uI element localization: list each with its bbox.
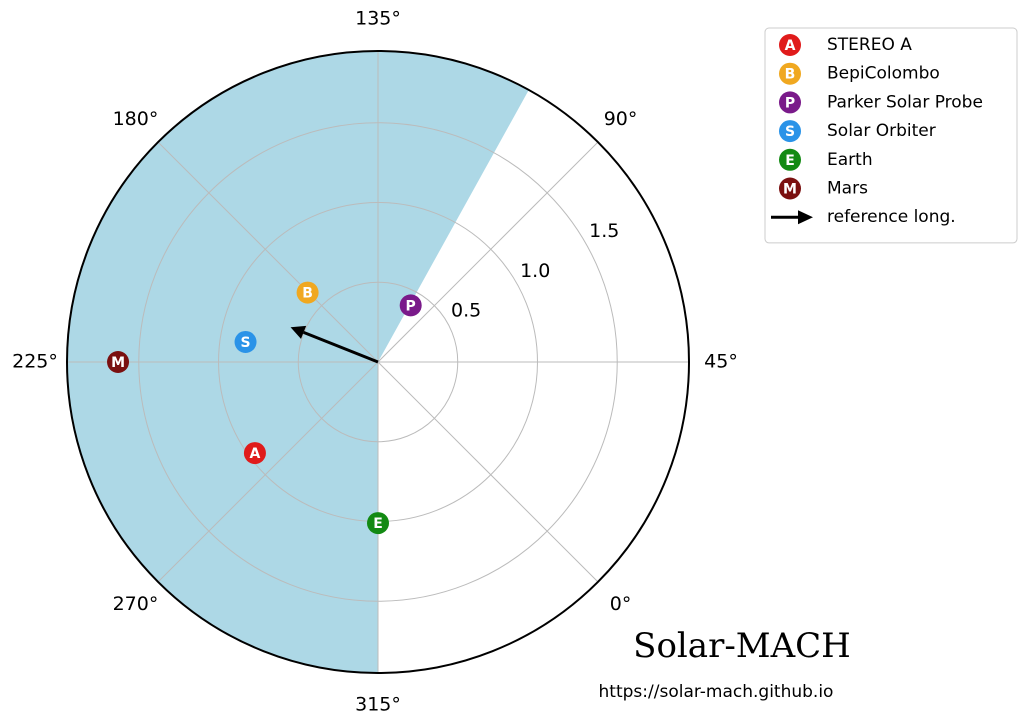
marker-circle [296, 281, 319, 304]
body-marker: A [243, 442, 266, 465]
marker-circle [234, 330, 257, 353]
body-marker: P [399, 294, 422, 317]
reference-arrow [290, 325, 379, 364]
legend-arrow-head [798, 210, 813, 225]
legend-label: Parker Solar Probe [827, 92, 983, 112]
arrow-head [290, 325, 307, 339]
legend-label: BepiColombo [827, 64, 940, 84]
legend-label: Earth [827, 150, 873, 170]
grid-line [377, 141, 599, 363]
marker-letter: E [785, 153, 795, 169]
body-marker: S [234, 330, 257, 353]
theta-tick-label: 180° [113, 108, 159, 130]
marker-letter: B [785, 67, 796, 83]
body-marker: P [779, 91, 801, 114]
polar-frame [66, 50, 690, 674]
legend-box [764, 27, 1018, 244]
r-tick-label: 1.5 [589, 220, 619, 242]
arrow-shaft [303, 330, 379, 364]
legend-label: Mars [827, 179, 868, 199]
marker-circle [243, 442, 266, 465]
marker-circle [779, 34, 801, 56]
url: https://solar-mach.github.io [599, 682, 834, 702]
marker-letter: A [785, 38, 796, 54]
body-marker: B [779, 62, 801, 85]
legend-label: Solar Orbiter [827, 121, 936, 141]
marker-circle [779, 148, 801, 171]
marker-letter: A [250, 446, 261, 462]
grid-line [157, 141, 379, 363]
theta-tick-label: 90° [604, 108, 638, 130]
marker-circle [779, 120, 801, 143]
marker-circle [107, 351, 130, 373]
legend-label: STEREO A [827, 35, 912, 55]
body-marker: S [779, 120, 801, 143]
marker-letter: M [111, 355, 125, 371]
body-marker: B [296, 281, 319, 304]
marker-circle [779, 91, 801, 114]
marker-circle [779, 62, 801, 85]
theta-tick-label: 135° [355, 8, 401, 30]
body-marker: E [779, 148, 801, 171]
theta-tick-label: 45° [704, 351, 738, 373]
marker-letter: E [373, 516, 383, 532]
body-marker: A [779, 34, 801, 56]
body-marker: M [107, 351, 130, 373]
theta-tick-label: 0° [610, 593, 632, 615]
legend-label: reference long. [827, 207, 956, 227]
theta-tick-label: 225° [12, 351, 58, 373]
grid-line [377, 361, 599, 583]
body-marker: E [367, 512, 389, 535]
marker-letter: P [406, 298, 416, 314]
chart-title: Solar-MACH [633, 626, 851, 666]
marker-letter: P [785, 95, 795, 111]
marker-circle [399, 294, 422, 317]
marker-circle [367, 512, 389, 535]
marker-letter: S [240, 335, 250, 351]
legend: STEREO A BepiColombo Parker Solar Probe Sol… [764, 27, 1018, 244]
r-tick-label: 1.0 [520, 260, 550, 282]
marker-letter: S [785, 124, 795, 140]
body-marker: M [779, 177, 801, 200]
theta-tick-label: 270° [113, 593, 159, 615]
r-tick-label: 0.5 [451, 300, 481, 322]
marker-letter: B [302, 286, 313, 302]
marker-letter: M [783, 182, 797, 198]
grid-line [157, 361, 379, 583]
marker-circle [779, 177, 801, 200]
theta-tick-label: 315° [355, 694, 401, 716]
